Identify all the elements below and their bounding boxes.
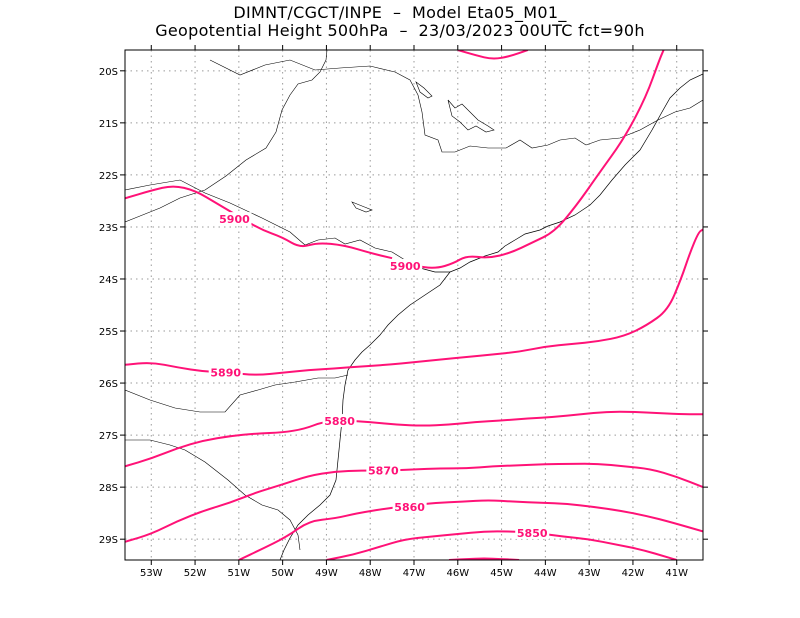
contour-label: 5890 [210, 367, 241, 380]
lat-tick-label: 29S [99, 535, 118, 546]
lon-tick-label: 45W [490, 568, 513, 579]
contour-label-bg [322, 414, 357, 428]
lon-tick-label: 52W [184, 568, 207, 579]
contour-line [125, 185, 393, 260]
lake-shape [351, 201, 373, 213]
title-line-2: Geopotential Height 500hPa – 23/03/2023 … [155, 21, 645, 40]
contour-label-bg [392, 499, 427, 513]
lat-tick-label: 24S [99, 275, 118, 286]
lat-tick-label: 27S [99, 431, 118, 442]
lat-tick-label: 25S [99, 327, 118, 338]
contour-label: 5850 [517, 527, 548, 540]
lon-tick-label: 46W [446, 568, 469, 579]
geopotential-contours [125, 50, 703, 560]
lon-tick-label: 42W [622, 568, 645, 579]
lat-tick-label: 28S [99, 483, 118, 494]
lon-tick-label: 50W [271, 568, 294, 579]
lat-tick-label: 20S [99, 67, 118, 78]
lat-tick-label: 23S [99, 223, 118, 234]
contour-label: 5900 [390, 260, 421, 273]
contour-line [457, 50, 529, 60]
border-line [585, 99, 703, 146]
contour-label-bg [388, 258, 423, 272]
lon-tick-label: 53W [140, 568, 163, 579]
plot-frame [124, 49, 704, 561]
lake-shape [447, 99, 495, 133]
coastline-and-borders [125, 50, 703, 560]
contour-label: 5880 [324, 415, 355, 428]
lon-tick-label: 49W [315, 568, 338, 579]
lon-tick-label: 48W [359, 568, 382, 579]
lon-tick-label: 47W [403, 568, 426, 579]
contour-labels: 5900 5900 5890 5880 5870 5860 5850 [208, 212, 550, 540]
contour-label-bg [515, 525, 550, 539]
title-line-1: DIMNT/CGCT/INPE – Model Eta05_M01_ [233, 3, 567, 22]
graticule-grid [125, 50, 703, 560]
contour-label-bg [208, 365, 243, 379]
lat-tick-label: 26S [99, 379, 118, 390]
contour-label: 5900 [219, 213, 250, 226]
contour-line [238, 499, 703, 560]
lon-tick-label: 43W [578, 568, 601, 579]
lon-tick-label: 51W [228, 568, 251, 579]
border-line [125, 439, 301, 551]
lat-tick-label: 21S [99, 119, 118, 130]
lon-tick-label: 41W [665, 568, 688, 579]
contour-label: 5860 [394, 501, 425, 514]
contour-line [326, 530, 677, 560]
axis-ticks: 53W 52W 51W 50W 49W 48W 47W 46W 45W 44W 43W 42W 41W 2… [99, 45, 708, 579]
lon-tick-label: 44W [534, 568, 557, 579]
contour-line [125, 410, 703, 468]
contour-label: 5870 [368, 464, 399, 477]
lake-shape [415, 81, 433, 99]
coastline [125, 50, 328, 223]
lat-tick-label: 22S [99, 171, 118, 182]
border-line [125, 374, 349, 413]
coastline [279, 271, 451, 560]
contour-line [125, 462, 703, 543]
border-line [125, 179, 406, 261]
contour-line [391, 50, 665, 269]
border-line [209, 59, 587, 153]
contour-label-bg [366, 463, 401, 477]
title-block: DIMNT/CGCT/INPE – Model Eta05_M01_ Geopo… [0, 4, 800, 40]
coastline [404, 73, 703, 273]
contour-label-bg [217, 212, 252, 226]
